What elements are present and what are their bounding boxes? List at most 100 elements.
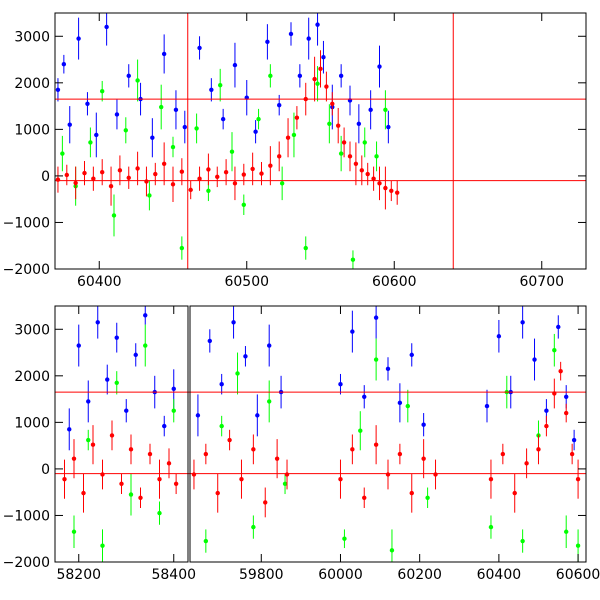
data-point [179,245,185,251]
data-point [284,472,290,477]
data-point [294,115,300,120]
y-tick-label: 3000 [14,29,50,45]
data-point [220,116,226,122]
data-point [218,82,223,88]
data-point [219,381,224,387]
data-point [159,104,164,110]
data-point [371,176,376,181]
data-point [215,490,220,496]
data-point [564,410,569,416]
data-point [484,403,490,409]
data-point [105,377,110,382]
data-point [73,180,78,186]
data-point [377,181,382,186]
data-point [86,399,91,404]
data-point [55,87,61,93]
data-point [544,408,549,413]
data-point [263,500,268,505]
data-point [373,315,379,320]
data-point [569,451,575,457]
data-point [182,124,187,130]
y-tick-label: 2000 [14,76,50,92]
data-point [575,543,581,548]
data-point [171,386,176,392]
data-point [147,451,153,457]
data-point [60,151,65,156]
y-tick-label: −2000 [3,555,50,571]
data-point [362,394,367,399]
data-point [312,76,317,82]
data-point [385,472,391,477]
data-point [421,456,426,461]
data-point [71,529,77,534]
data-point [232,181,238,186]
data-point [277,102,282,108]
data-point [62,476,67,482]
data-point [253,129,258,134]
data-point [100,543,105,548]
data-point [173,107,179,113]
data-point [88,140,93,145]
x-tick-label: 60600 [372,274,417,290]
data-point [111,213,117,218]
data-point [358,428,363,433]
data-point [67,122,72,127]
series-0 [67,306,577,451]
data-point [353,161,359,167]
data-point [161,51,167,57]
data-point [100,169,105,175]
data-point [114,112,120,117]
data-point [341,140,347,145]
data-point [389,188,394,194]
data-point [338,381,343,387]
data-point [347,154,353,159]
data-point [126,73,131,79]
data-point [395,190,400,195]
x-tick-label: 60000 [318,567,363,583]
data-point [377,64,382,69]
data-point [267,399,272,404]
y-tick-label: −2000 [3,262,50,278]
data-point [64,172,70,178]
series-2 [62,361,581,518]
data-point [128,447,134,452]
data-point [171,408,176,413]
data-point [488,476,494,482]
data-point [520,320,525,325]
data-point [297,73,303,79]
data-point [336,123,341,128]
data-point [425,495,430,500]
data-point [144,179,149,184]
data-point [147,193,152,198]
data-point [161,161,167,167]
data-point [556,324,561,330]
data-point [564,529,569,534]
series-1 [71,324,581,562]
data-point [373,442,379,447]
data-point [76,343,81,348]
data-point [241,202,246,207]
y-tick-label: 1000 [14,122,50,138]
data-point [61,61,67,67]
data-point [288,31,294,37]
data-point [512,490,517,496]
data-point [433,472,438,477]
data-point [324,84,329,89]
data-point [306,36,311,41]
data-point [342,536,347,541]
data-point [173,481,179,487]
x-tick-label: 58200 [56,567,101,583]
data-point [291,132,297,138]
data-point [143,343,148,348]
data-point [235,371,240,376]
data-point [95,320,100,325]
data-point [227,437,232,443]
data-point [330,101,335,106]
data-point [356,121,362,126]
data-point [55,177,61,182]
data-point [203,451,209,457]
data-point [100,472,105,477]
plot-frame-segment-1 [189,305,587,563]
data-point [265,39,270,45]
